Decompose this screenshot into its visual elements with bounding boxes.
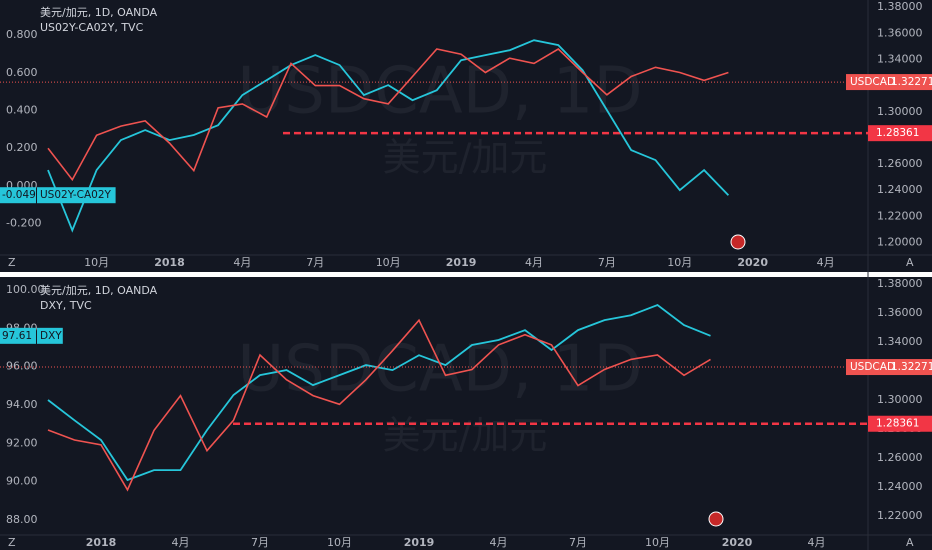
y2-tick-label: 1.20000 — [877, 235, 923, 248]
y-tick-label: -0.200 — [6, 217, 41, 230]
y2-tick-label: 1.24000 — [877, 183, 923, 196]
series-name: DXY — [40, 330, 62, 342]
y2-tick-label: 1.38000 — [877, 0, 923, 13]
watermark: 美元/加元 — [383, 136, 548, 180]
series-name-tag — [37, 327, 63, 344]
watermark: USDCAD, 1D — [237, 333, 642, 407]
x-tick-label: 2018 — [154, 256, 185, 269]
level-tag-label: 1.28361 — [876, 127, 919, 139]
last-price-value: 1.32271 — [891, 361, 932, 373]
series-name: US02Y-CA02Y — [40, 189, 112, 201]
last-value: -0.049 — [2, 189, 36, 201]
y-tick-label: 90.00 — [6, 475, 38, 488]
scale-button[interactable]: Z — [8, 256, 16, 269]
x-tick-label: 4月 — [490, 536, 508, 549]
y2-tick-label: 1.36000 — [877, 26, 923, 39]
y2-tick-label: 1.38000 — [877, 277, 923, 290]
x-tick-label: 2020 — [737, 256, 768, 269]
series-line — [47, 303, 711, 482]
y-tick-label: 92.00 — [6, 436, 38, 449]
x-tick-label: 7月 — [598, 256, 616, 269]
y2-tick-label: 1.36000 — [877, 306, 923, 319]
scale-button[interactable]: A — [906, 256, 914, 269]
x-tick-label: 10月 — [84, 256, 109, 269]
legend-line: 美元/加元, 1D, OANDA — [40, 6, 158, 19]
y-tick-label: 0.400 — [6, 104, 38, 117]
y-tick-label: 0.800 — [6, 28, 38, 41]
event-flag[interactable] — [730, 234, 746, 250]
y-tick-label: 96.00 — [6, 360, 38, 373]
legend-line: DXY, TVC — [40, 299, 92, 312]
watermark: USDCAD, 1D — [237, 55, 642, 129]
y2-tick-label: 1.22000 — [877, 209, 923, 222]
y2-tick-label: 1.26000 — [877, 157, 923, 170]
last-price-name: USDCAD — [850, 361, 895, 373]
y-tick-label: 0.600 — [6, 66, 38, 79]
pane-separator — [0, 272, 932, 277]
y2-tick-label: 1.30000 — [877, 393, 923, 406]
y2-tick-label: 1.26000 — [877, 451, 923, 464]
series-name-tag — [37, 187, 116, 204]
legend-line: 美元/加元, 1D, OANDA — [40, 284, 158, 297]
event-flag[interactable] — [708, 511, 724, 527]
x-tick-label: 10月 — [645, 536, 670, 549]
y-tick-label: 94.00 — [6, 398, 38, 411]
y2-tick-label: 1.24000 — [877, 480, 923, 493]
last-value: 97.61 — [2, 330, 32, 342]
last-price-value: 1.32271 — [891, 76, 932, 88]
x-tick-label: 4月 — [525, 256, 543, 269]
x-tick-label: 10月 — [327, 536, 352, 549]
x-tick-label: 2020 — [722, 536, 753, 549]
x-tick-label: 7月 — [251, 536, 269, 549]
y2-tick-label: 1.22000 — [877, 509, 923, 522]
level-tag — [868, 415, 932, 432]
scale-button[interactable]: A — [906, 536, 914, 549]
x-tick-label: 4月 — [808, 536, 826, 549]
series-line — [47, 318, 711, 492]
x-tick-label: 2019 — [446, 256, 477, 269]
x-tick-label: 10月 — [667, 256, 692, 269]
y2-tick-label: 1.34000 — [877, 52, 923, 65]
x-tick-label: 10月 — [376, 256, 401, 269]
x-tick-label: 7月 — [306, 256, 324, 269]
y-tick-label: 100.00 — [6, 283, 45, 296]
x-tick-label: 4月 — [172, 536, 190, 549]
y2-tick-label: 1.34000 — [877, 335, 923, 348]
last-value-tag — [0, 327, 36, 344]
last-value-tag — [0, 187, 36, 204]
x-tick-label: 2018 — [86, 536, 117, 549]
level-tag — [868, 125, 932, 142]
y-tick-label: 0.200 — [6, 141, 38, 154]
x-tick-label: 4月 — [817, 256, 835, 269]
y-tick-label: 88.00 — [6, 513, 38, 526]
x-tick-label: 2019 — [404, 536, 435, 549]
last-price-tag — [846, 74, 932, 91]
level-tag-label: 1.28361 — [876, 418, 919, 430]
last-price-tag — [846, 359, 932, 376]
x-tick-label: 7月 — [569, 536, 587, 549]
watermark: 美元/加元 — [383, 414, 548, 458]
scale-button[interactable]: Z — [8, 536, 16, 549]
x-tick-label: 4月 — [233, 256, 251, 269]
series-line — [47, 48, 729, 182]
legend-line: US02Y-CA02Y, TVC — [40, 21, 144, 34]
last-price-name: USDCAD — [850, 76, 895, 88]
y2-tick-label: 1.30000 — [877, 105, 923, 118]
